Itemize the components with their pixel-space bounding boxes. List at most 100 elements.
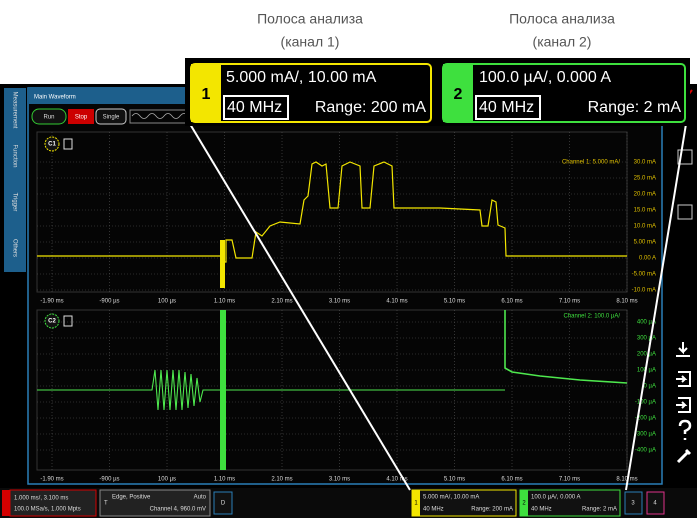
channel-1-wave	[37, 161, 627, 263]
ch1-mini-tab	[412, 490, 420, 516]
x-tick-label: 7.10 ms	[559, 299, 580, 305]
run-label[interactable]: Run	[43, 115, 54, 121]
timebase-box[interactable]	[9, 489, 97, 517]
x-tick-label: 8.10 ms	[616, 299, 637, 305]
ch2-bandwidth: 40 MHz	[479, 99, 534, 116]
channel-2-spike	[220, 310, 226, 470]
ch4-label: 4	[653, 501, 657, 507]
ch1-mini-box[interactable]	[411, 489, 517, 517]
x-tick-label: 5.10 ms	[444, 477, 465, 483]
channel-2-burst	[37, 369, 220, 411]
overview-wave	[131, 113, 189, 119]
ch1-scale: 5.000 mA/, 10.00 mA	[226, 69, 377, 86]
help-icon[interactable]	[678, 419, 692, 440]
sidebar-tab[interactable]: Measurement	[11, 92, 17, 129]
digital-label: D	[221, 501, 226, 507]
ch4-box[interactable]	[646, 491, 665, 515]
ch1-bandwidth-highlight	[223, 95, 289, 120]
x-tick-label: 2.10 ms	[271, 477, 292, 483]
y-tick-label: 10.0 mA	[634, 224, 656, 230]
ch2-bandwidth-highlight	[475, 95, 541, 120]
channel-1-info: Channel 1: 5.000 mA/	[562, 160, 620, 166]
callout-header: Полоса анализа	[257, 11, 363, 27]
ch2-mini-box[interactable]	[519, 489, 621, 517]
ch2-mini-bandwidth: 40 MHz	[531, 507, 552, 513]
x-tick-label: 1.10 ms	[214, 299, 235, 305]
load-icon[interactable]	[676, 371, 691, 387]
channel-1-spike	[220, 240, 225, 288]
y-tick-label: 0 µA	[644, 384, 656, 390]
y-tick-label: 300 µA	[637, 336, 656, 342]
settings-icon[interactable]	[676, 448, 692, 464]
x-tick-label: 3.10 ms	[329, 477, 350, 483]
sidebar	[4, 88, 26, 272]
y-tick-label: -400 µA	[635, 448, 656, 454]
c1-label[interactable]: C1	[48, 142, 56, 148]
y-tick-label: -5.00 mA	[632, 272, 656, 278]
y-tick-label: 20.0 mA	[634, 192, 656, 198]
ch2-mini-tab	[520, 490, 528, 516]
x-tick-label: 100 µs	[158, 477, 176, 483]
digital-box[interactable]	[213, 491, 233, 515]
x-tick-label: -1.90 ms	[40, 477, 63, 483]
callout-header: Полоса анализа	[509, 11, 615, 27]
tool-icon[interactable]	[677, 204, 693, 220]
save-icon[interactable]	[676, 342, 690, 357]
export-icon[interactable]	[676, 397, 691, 413]
callout-header: (канал 1)	[281, 34, 340, 50]
x-tick-label: 2.10 ms	[271, 299, 292, 305]
trigger-icon: T	[104, 501, 108, 507]
x-tick-label: 7.10 ms	[559, 477, 580, 483]
ch2-scale: 100.0 µA/, 0.000 A	[479, 69, 611, 86]
c1-badge[interactable]	[44, 136, 60, 152]
x-tick-label: -1.90 ms	[40, 299, 63, 305]
timebase-rate: 100.0 MSa/s, 1.000 Mpts	[14, 507, 81, 513]
y-tick-label: 25.0 mA	[634, 176, 656, 182]
ch1-mini-number: 1	[414, 501, 418, 507]
y-tick-label: -300 µA	[635, 432, 656, 438]
ch2-range: Range: 2 mA	[588, 99, 682, 116]
y-tick-label: 200 µA	[637, 352, 656, 358]
tool-icon[interactable]	[677, 149, 693, 165]
trigger-mode: Edge, Positive	[112, 495, 151, 501]
c2-badge[interactable]	[44, 313, 60, 329]
ch3-label: 3	[631, 501, 635, 507]
y-tick-label: 30.0 mA	[634, 160, 656, 166]
sidebar-tab[interactable]: Function	[11, 144, 17, 167]
main-window	[27, 87, 663, 485]
delete-icon[interactable]	[63, 138, 73, 150]
c2-label[interactable]: C2	[48, 319, 56, 325]
run-button[interactable]	[31, 108, 67, 125]
y-tick-label: -100 µA	[635, 400, 656, 406]
ch1-mini-range: Range: 200 mA	[471, 507, 513, 513]
stop-button[interactable]	[68, 109, 94, 124]
channel-2-info: Channel 2: 100.0 µA/	[564, 314, 621, 320]
single-button[interactable]	[95, 108, 127, 125]
ch3-box[interactable]	[624, 491, 643, 515]
stop-label[interactable]: Stop	[75, 115, 88, 121]
x-tick-label: 100 µs	[158, 299, 176, 305]
callout-line	[625, 123, 687, 491]
trigger-box[interactable]	[99, 489, 211, 517]
delete-icon[interactable]	[63, 315, 73, 327]
x-tick-label: 4.10 ms	[386, 299, 407, 305]
x-tick-label: -900 µs	[99, 477, 119, 483]
sidebar-tab[interactable]: Trigger	[11, 193, 17, 212]
ch1-bandwidth: 40 MHz	[227, 99, 282, 116]
timebase-tab	[2, 490, 10, 516]
sidebar-tab[interactable]: Others	[11, 239, 17, 257]
ch2-mini-range: Range: 2 mA	[582, 507, 617, 513]
ch1-callout-tab	[191, 64, 221, 122]
ch2-callout-tab	[443, 64, 473, 122]
ch2-mini-number: 2	[522, 501, 526, 507]
y-tick-label: -10.0 mA	[632, 288, 656, 294]
timebase-scale: 1.000 ms/, 3.100 ms	[14, 496, 68, 502]
y-tick-label: 5.00 mA	[634, 240, 656, 246]
single-label[interactable]: Single	[103, 115, 120, 121]
callout-header: (канал 2)	[533, 34, 592, 50]
trigger-sweep: Auto	[194, 495, 207, 501]
plot-1-frame	[36, 131, 628, 293]
channel-2-decay	[504, 310, 628, 384]
